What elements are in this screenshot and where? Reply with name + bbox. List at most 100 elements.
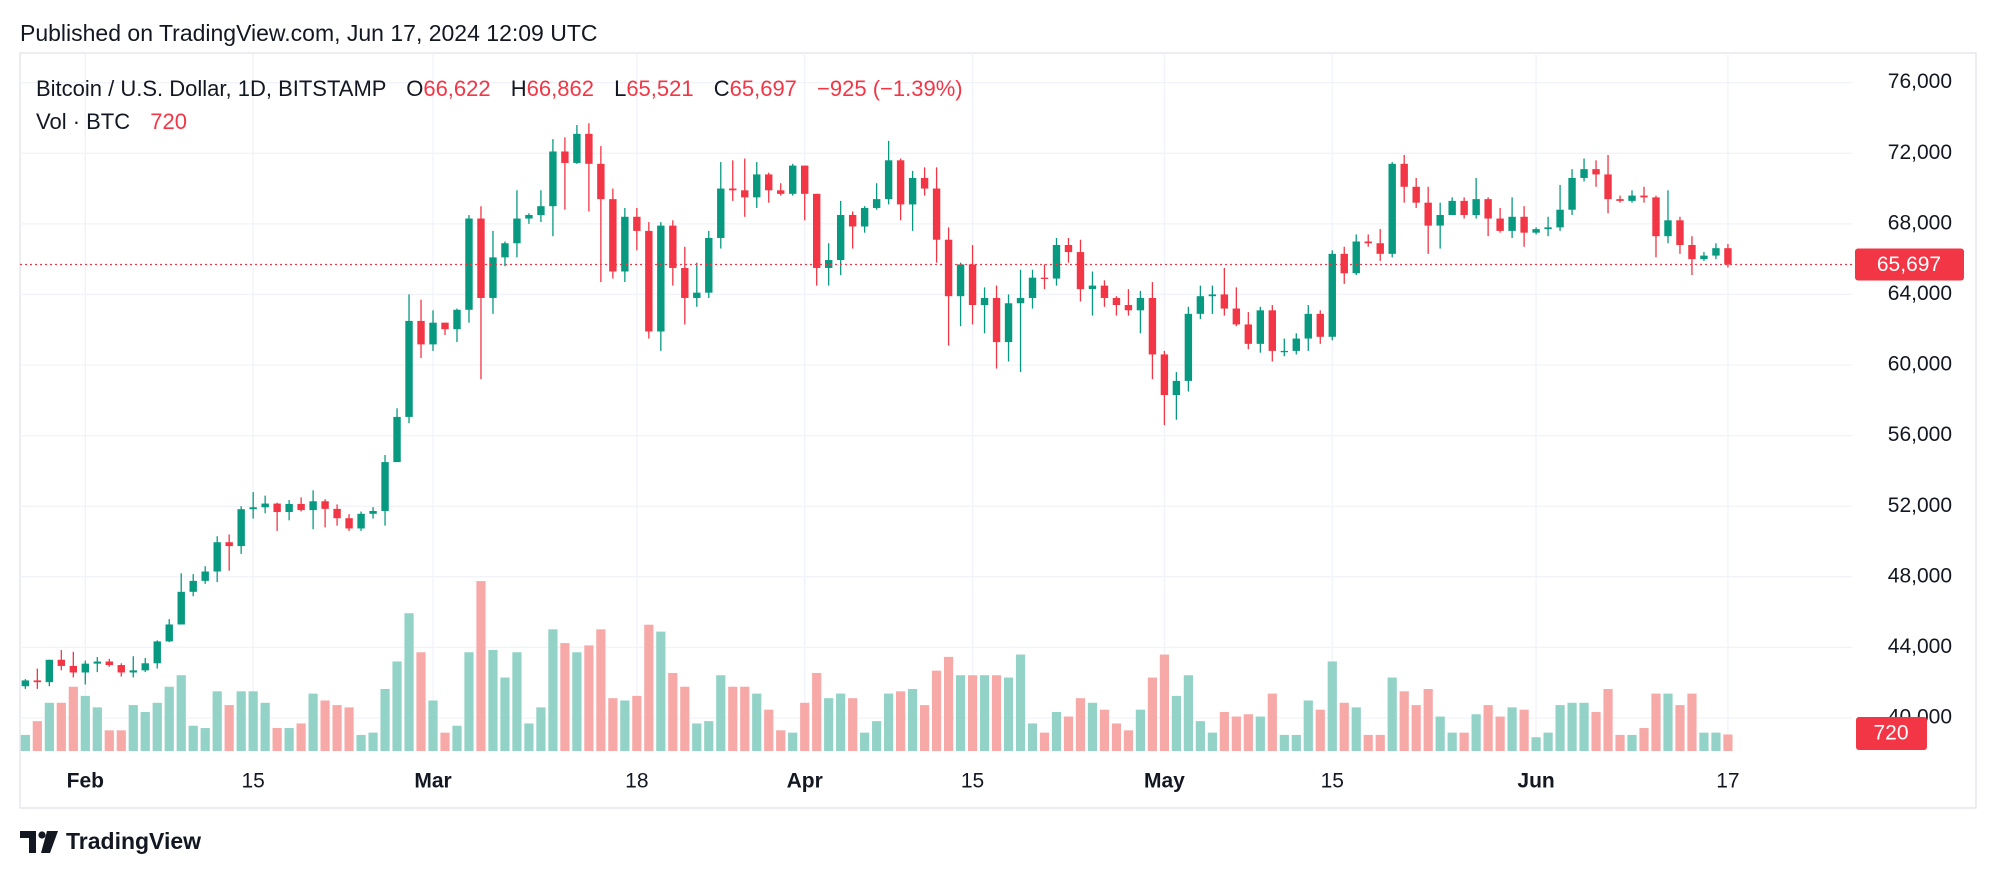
- candle-body: [525, 215, 533, 219]
- volume-bar: [1279, 734, 1289, 751]
- candle-body: [908, 177, 917, 205]
- candle-body: [1136, 297, 1145, 311]
- volume-bar: [164, 686, 174, 751]
- candle-body: [968, 264, 977, 306]
- candle-body: [441, 322, 449, 330]
- x-tick-label: Feb: [67, 770, 104, 793]
- volume-bar: [596, 629, 606, 751]
- volume-bar: [1507, 707, 1517, 751]
- candle-body: [417, 320, 425, 345]
- volume-bar: [1687, 693, 1697, 751]
- volume-bar: [1471, 714, 1481, 751]
- candle-body: [753, 174, 761, 198]
- volume-bar: [56, 702, 66, 751]
- volume-bar: [1351, 707, 1361, 751]
- candle-body: [1292, 338, 1300, 351]
- volume-bar: [248, 691, 258, 751]
- candle-body: [681, 267, 689, 298]
- volume-bar: [1003, 677, 1014, 751]
- volume-bar: [896, 691, 906, 751]
- x-tick-label: Mar: [414, 770, 451, 793]
- candle-body: [1340, 253, 1348, 274]
- volume-bar: [1027, 723, 1038, 751]
- volume-bar: [1243, 714, 1253, 751]
- y-tick-label: 56,000: [1888, 423, 1952, 446]
- volume-bar: [416, 652, 426, 751]
- candle-body: [429, 322, 437, 345]
- candle-body: [597, 163, 605, 200]
- candle-body: [621, 216, 629, 272]
- candle-body: [812, 193, 821, 268]
- volume-bar: [1423, 689, 1433, 751]
- volume-bar: [1339, 702, 1349, 751]
- volume-bar: [800, 702, 810, 751]
- candle-body: [633, 216, 641, 231]
- candle-body: [1052, 245, 1061, 279]
- volume-bar: [404, 613, 414, 751]
- volume-label-box: [1856, 717, 1927, 750]
- volume-bar: [1015, 654, 1026, 751]
- x-tick-label: 15: [1321, 770, 1344, 793]
- candle-body: [836, 215, 845, 261]
- volume-bar: [1459, 732, 1469, 751]
- candle-body: [1532, 229, 1540, 233]
- volume-bar: [1603, 689, 1613, 751]
- candle-body: [465, 218, 473, 310]
- volume-bar: [68, 686, 78, 751]
- volume-bar: [1591, 711, 1601, 751]
- volume-bar: [128, 705, 138, 751]
- candle-body: [801, 165, 809, 194]
- candle-body: [1076, 252, 1085, 290]
- volume-bar: [176, 675, 186, 751]
- candle-body: [1592, 169, 1600, 175]
- volume-bar: [1039, 732, 1050, 751]
- volume-bar: [632, 695, 642, 751]
- x-tick-label: 15: [961, 770, 984, 793]
- volume-bar: [1555, 705, 1565, 751]
- y-tick-label: 60,000: [1888, 353, 1952, 376]
- candle-body: [69, 665, 78, 673]
- y-tick-label: 64,000: [1888, 282, 1952, 305]
- candle-body: [1124, 305, 1133, 311]
- volume-bar: [788, 732, 798, 751]
- volume-bar: [824, 698, 834, 751]
- candle-body: [129, 670, 137, 673]
- candle-body: [81, 663, 89, 673]
- volume-bar: [1651, 693, 1661, 751]
- candle-body: [705, 237, 713, 293]
- volume-bar: [152, 702, 162, 751]
- candle-body: [489, 257, 497, 298]
- volume-bar: [644, 624, 654, 751]
- volume-bar: [284, 728, 294, 751]
- volume-bar: [1111, 723, 1122, 751]
- candle-body: [117, 665, 125, 673]
- x-tick-label: 15: [241, 770, 264, 793]
- candle-body: [1208, 294, 1217, 297]
- candle-body: [1484, 199, 1492, 219]
- volume-bar: [392, 661, 402, 751]
- legend-key: H: [511, 76, 527, 101]
- volume-bar: [488, 649, 498, 751]
- volume-bar: [104, 730, 114, 751]
- volume-bar: [1159, 654, 1169, 751]
- candle-body: [453, 309, 461, 330]
- volume-bar: [308, 693, 318, 751]
- candle-body: [1700, 255, 1708, 260]
- volume-bar: [931, 670, 942, 751]
- volume-bar: [1255, 716, 1265, 751]
- candle-body: [1004, 303, 1013, 343]
- volume-bar: [1051, 711, 1062, 751]
- candle-body: [1148, 297, 1157, 355]
- candle-body: [1160, 354, 1169, 396]
- volume-bar: [716, 675, 726, 751]
- candle-body: [1088, 285, 1097, 290]
- volume-bar: [1531, 737, 1541, 751]
- candle-body: [1196, 296, 1205, 314]
- volume-bar: [1135, 709, 1146, 751]
- candle-body: [645, 230, 653, 332]
- candle-body: [249, 507, 257, 510]
- volume-bar: [620, 700, 630, 751]
- candle-body: [860, 207, 869, 227]
- legend-key: C: [714, 76, 730, 101]
